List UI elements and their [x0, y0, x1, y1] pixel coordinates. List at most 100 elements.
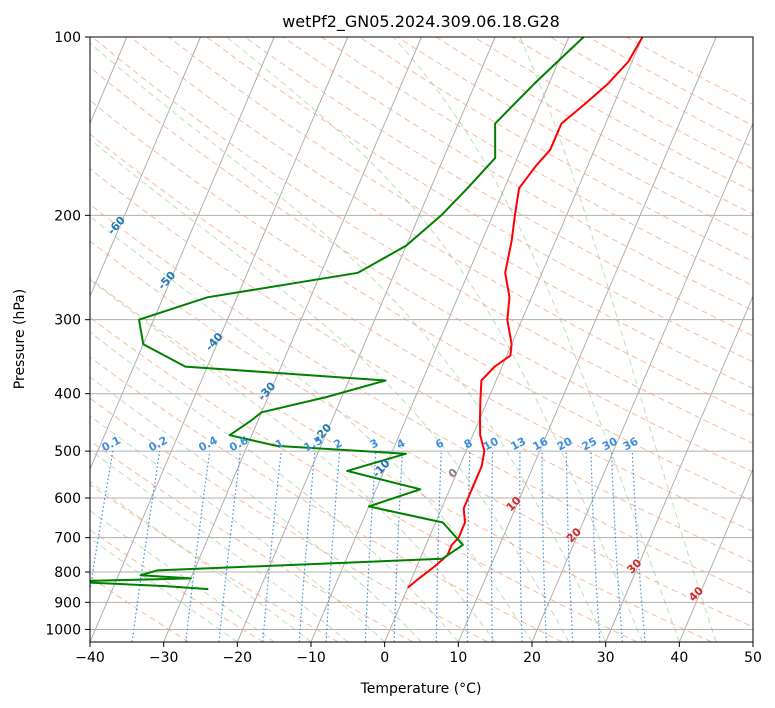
isotherm-label: 30 — [624, 556, 644, 576]
moist-adiabat-line — [90, 481, 312, 642]
x-tick-label: −30 — [149, 650, 179, 666]
dry-adiabat-line — [206, 37, 753, 363]
dry-adiabat-line — [435, 37, 753, 215]
dry-adiabat-line — [90, 529, 264, 642]
x-tick-label: 10 — [449, 650, 467, 666]
isotherm-line — [236, 37, 496, 642]
dry-adiabat-line — [90, 356, 563, 642]
x-tick-label: 40 — [670, 650, 688, 666]
moist-adiabat-line — [90, 42, 607, 642]
moist-adiabat-line — [392, 37, 680, 642]
mixing-ratio-label: 25 — [580, 435, 600, 454]
dry-adiabat-line — [90, 240, 753, 628]
dry-adiabat-line — [90, 278, 712, 642]
mixing-ratio-line — [298, 451, 316, 642]
y-tick-label: 300 — [54, 313, 81, 329]
y-axis-title: Pressure (hPa) — [12, 289, 28, 389]
mixing-ratio-label: 20 — [555, 435, 575, 454]
plot-frame — [89, 36, 754, 643]
isotherm-line — [90, 37, 201, 298]
isotherm-line — [752, 640, 753, 642]
dry-adiabat-line — [588, 37, 753, 127]
dry-adiabat-line — [282, 37, 753, 312]
mixing-ratio-label: 13 — [508, 435, 528, 454]
moist-adiabat-line — [519, 37, 717, 642]
mixing-ratio-line — [435, 451, 442, 642]
x-axis-title: Temperature (°C) — [360, 681, 482, 697]
mixing-ratio-label: 1 — [273, 436, 286, 451]
mixing-ratio-label: 36 — [621, 435, 641, 454]
dry-adiabat-line — [90, 99, 753, 502]
adiabat-temperature-label: -50 — [155, 269, 178, 293]
y-tick-label: 400 — [54, 387, 81, 403]
mixing-ratio-line — [262, 451, 282, 642]
x-tick-label: 30 — [597, 650, 615, 666]
label-layer: 0.10.20.40.611.52346810131620253036-100-… — [0, 127, 707, 605]
isotherm-line — [457, 37, 717, 642]
moist-adiabat-line — [226, 37, 643, 642]
mixing-ratio-line — [131, 451, 161, 642]
isotherm-line — [605, 295, 753, 642]
moist-adiabat-line — [90, 331, 459, 642]
moist-adiabat-line — [90, 415, 386, 642]
dry-adiabat-line — [168, 37, 753, 389]
y-tick-label: 700 — [54, 531, 81, 547]
x-tick-label: 20 — [523, 650, 541, 666]
mixing-ratio-line — [218, 451, 242, 642]
dry-adiabat-line — [90, 576, 190, 642]
mixing-ratio-label: 10 — [481, 435, 501, 454]
isotherm-line — [163, 37, 422, 642]
dry-adiabat-line — [91, 37, 753, 445]
mixing-ratio-line — [185, 451, 211, 642]
dry-adiabat-line — [90, 316, 638, 642]
isotherm-line — [90, 37, 275, 471]
mixing-ratio-line — [565, 451, 574, 642]
moist-adiabat-line — [90, 449, 349, 642]
y-tick-label: 500 — [54, 444, 81, 460]
adiabat-temperature-label: -60 — [105, 214, 128, 238]
moist-adiabat-line — [90, 376, 422, 642]
y-tick-label: 1000 — [45, 622, 81, 638]
moist-adiabat-line — [90, 215, 533, 642]
mixing-ratio-label: 4 — [394, 436, 407, 451]
isotherm-line — [678, 467, 753, 642]
mixing-ratio-label: 30 — [600, 435, 620, 454]
background-lines — [90, 37, 753, 642]
temperature-profile-line — [407, 37, 644, 589]
mixing-ratio-line — [631, 451, 646, 642]
mixing-ratio-label: 16 — [531, 435, 551, 454]
mixing-ratio-label: 3 — [368, 436, 381, 451]
dry-adiabat-line — [511, 37, 753, 170]
x-tick-label: 50 — [744, 650, 762, 666]
profile-layer — [90, 37, 644, 591]
adiabat-temperature-label: -30 — [255, 379, 278, 403]
adiabat-temperature-label: -80 — [0, 127, 18, 151]
y-tick-label: 200 — [54, 208, 81, 224]
adiabat-temperature-label: -70 — [51, 167, 74, 191]
y-tick-label: 900 — [54, 595, 81, 611]
isotherm-line — [531, 122, 753, 642]
y-tick-label: 800 — [54, 565, 81, 581]
y-tick-label: 600 — [54, 491, 81, 507]
dry-adiabat-line — [90, 133, 753, 533]
dry-adiabat-line — [90, 483, 339, 642]
dry-adiabat-line — [90, 397, 488, 642]
dry-adiabat-line — [244, 37, 753, 337]
dry-adiabat-line — [90, 168, 753, 563]
x-axis: −40 −30 −20 −10 0 10 20 30 40 50 — [75, 642, 762, 666]
dry-adiabat-line — [359, 37, 753, 263]
adiabat-temperature-label: -40 — [203, 330, 226, 354]
x-tick-label: −40 — [75, 650, 105, 666]
x-tick-label: −10 — [296, 650, 326, 666]
isotherm-label: 10 — [504, 494, 524, 514]
x-tick-label: −20 — [223, 650, 253, 666]
dry-adiabat-line — [90, 203, 753, 595]
moist-adiabat-line — [90, 537, 238, 642]
mixing-ratio-line — [519, 451, 523, 642]
chart-title: wetPf2_GN05.2024.309.06.18.G28 — [282, 12, 560, 32]
isotherm-label: 20 — [564, 525, 584, 545]
y-axis: 100 200 300 400 500 600 700 800 900 1000 — [45, 30, 90, 638]
mixing-ratio-line — [490, 451, 494, 642]
y-tick-label: 100 — [54, 30, 81, 46]
